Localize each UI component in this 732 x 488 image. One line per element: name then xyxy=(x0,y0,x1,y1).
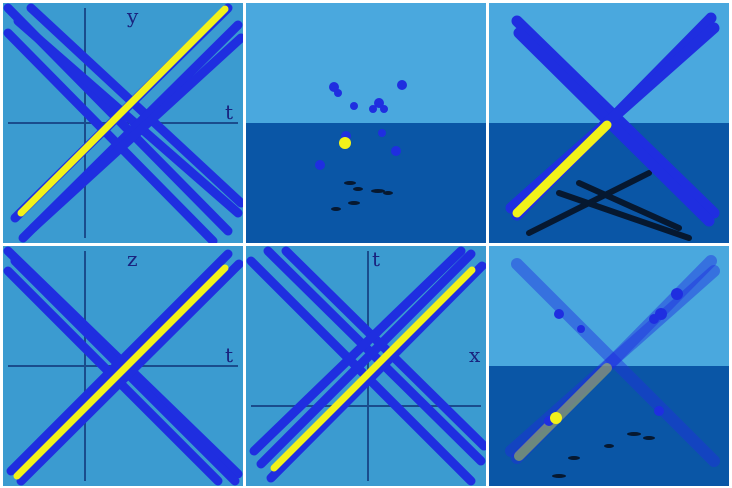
blue-worldlines xyxy=(246,246,486,486)
vertical-axis-label: t xyxy=(372,247,380,271)
panel-y-t: y t xyxy=(3,3,243,243)
panel-3d-translucent xyxy=(489,246,729,486)
panel-3d-particles xyxy=(246,3,486,243)
rod-shadows xyxy=(526,170,692,241)
panel-3d-rods xyxy=(489,3,729,243)
horizontal-axis-label: t xyxy=(225,100,233,124)
yellow-rod xyxy=(514,363,612,461)
floor xyxy=(489,123,729,243)
panel-z-t: z t xyxy=(3,246,243,486)
particle-shadows xyxy=(552,432,655,478)
particle-shadows xyxy=(331,181,393,211)
sky xyxy=(246,3,486,123)
horizontal-axis-label: t xyxy=(225,343,233,367)
particles xyxy=(544,288,683,426)
horizontal-axis-label: x xyxy=(469,343,481,367)
vertical-axis-label: z xyxy=(127,247,138,271)
yellow-worldline xyxy=(17,5,229,217)
vertical-axis-label: y xyxy=(126,4,139,28)
sky xyxy=(489,246,729,366)
panel-t-x: t x xyxy=(246,246,486,486)
yellow-particle xyxy=(339,137,351,149)
yellow-worldline xyxy=(270,266,476,472)
floor xyxy=(489,366,729,486)
panel-background xyxy=(246,246,486,486)
floor xyxy=(246,123,486,243)
yellow-rod xyxy=(512,120,612,218)
yellow-worldline xyxy=(13,264,229,480)
yellow-particle xyxy=(550,412,562,424)
